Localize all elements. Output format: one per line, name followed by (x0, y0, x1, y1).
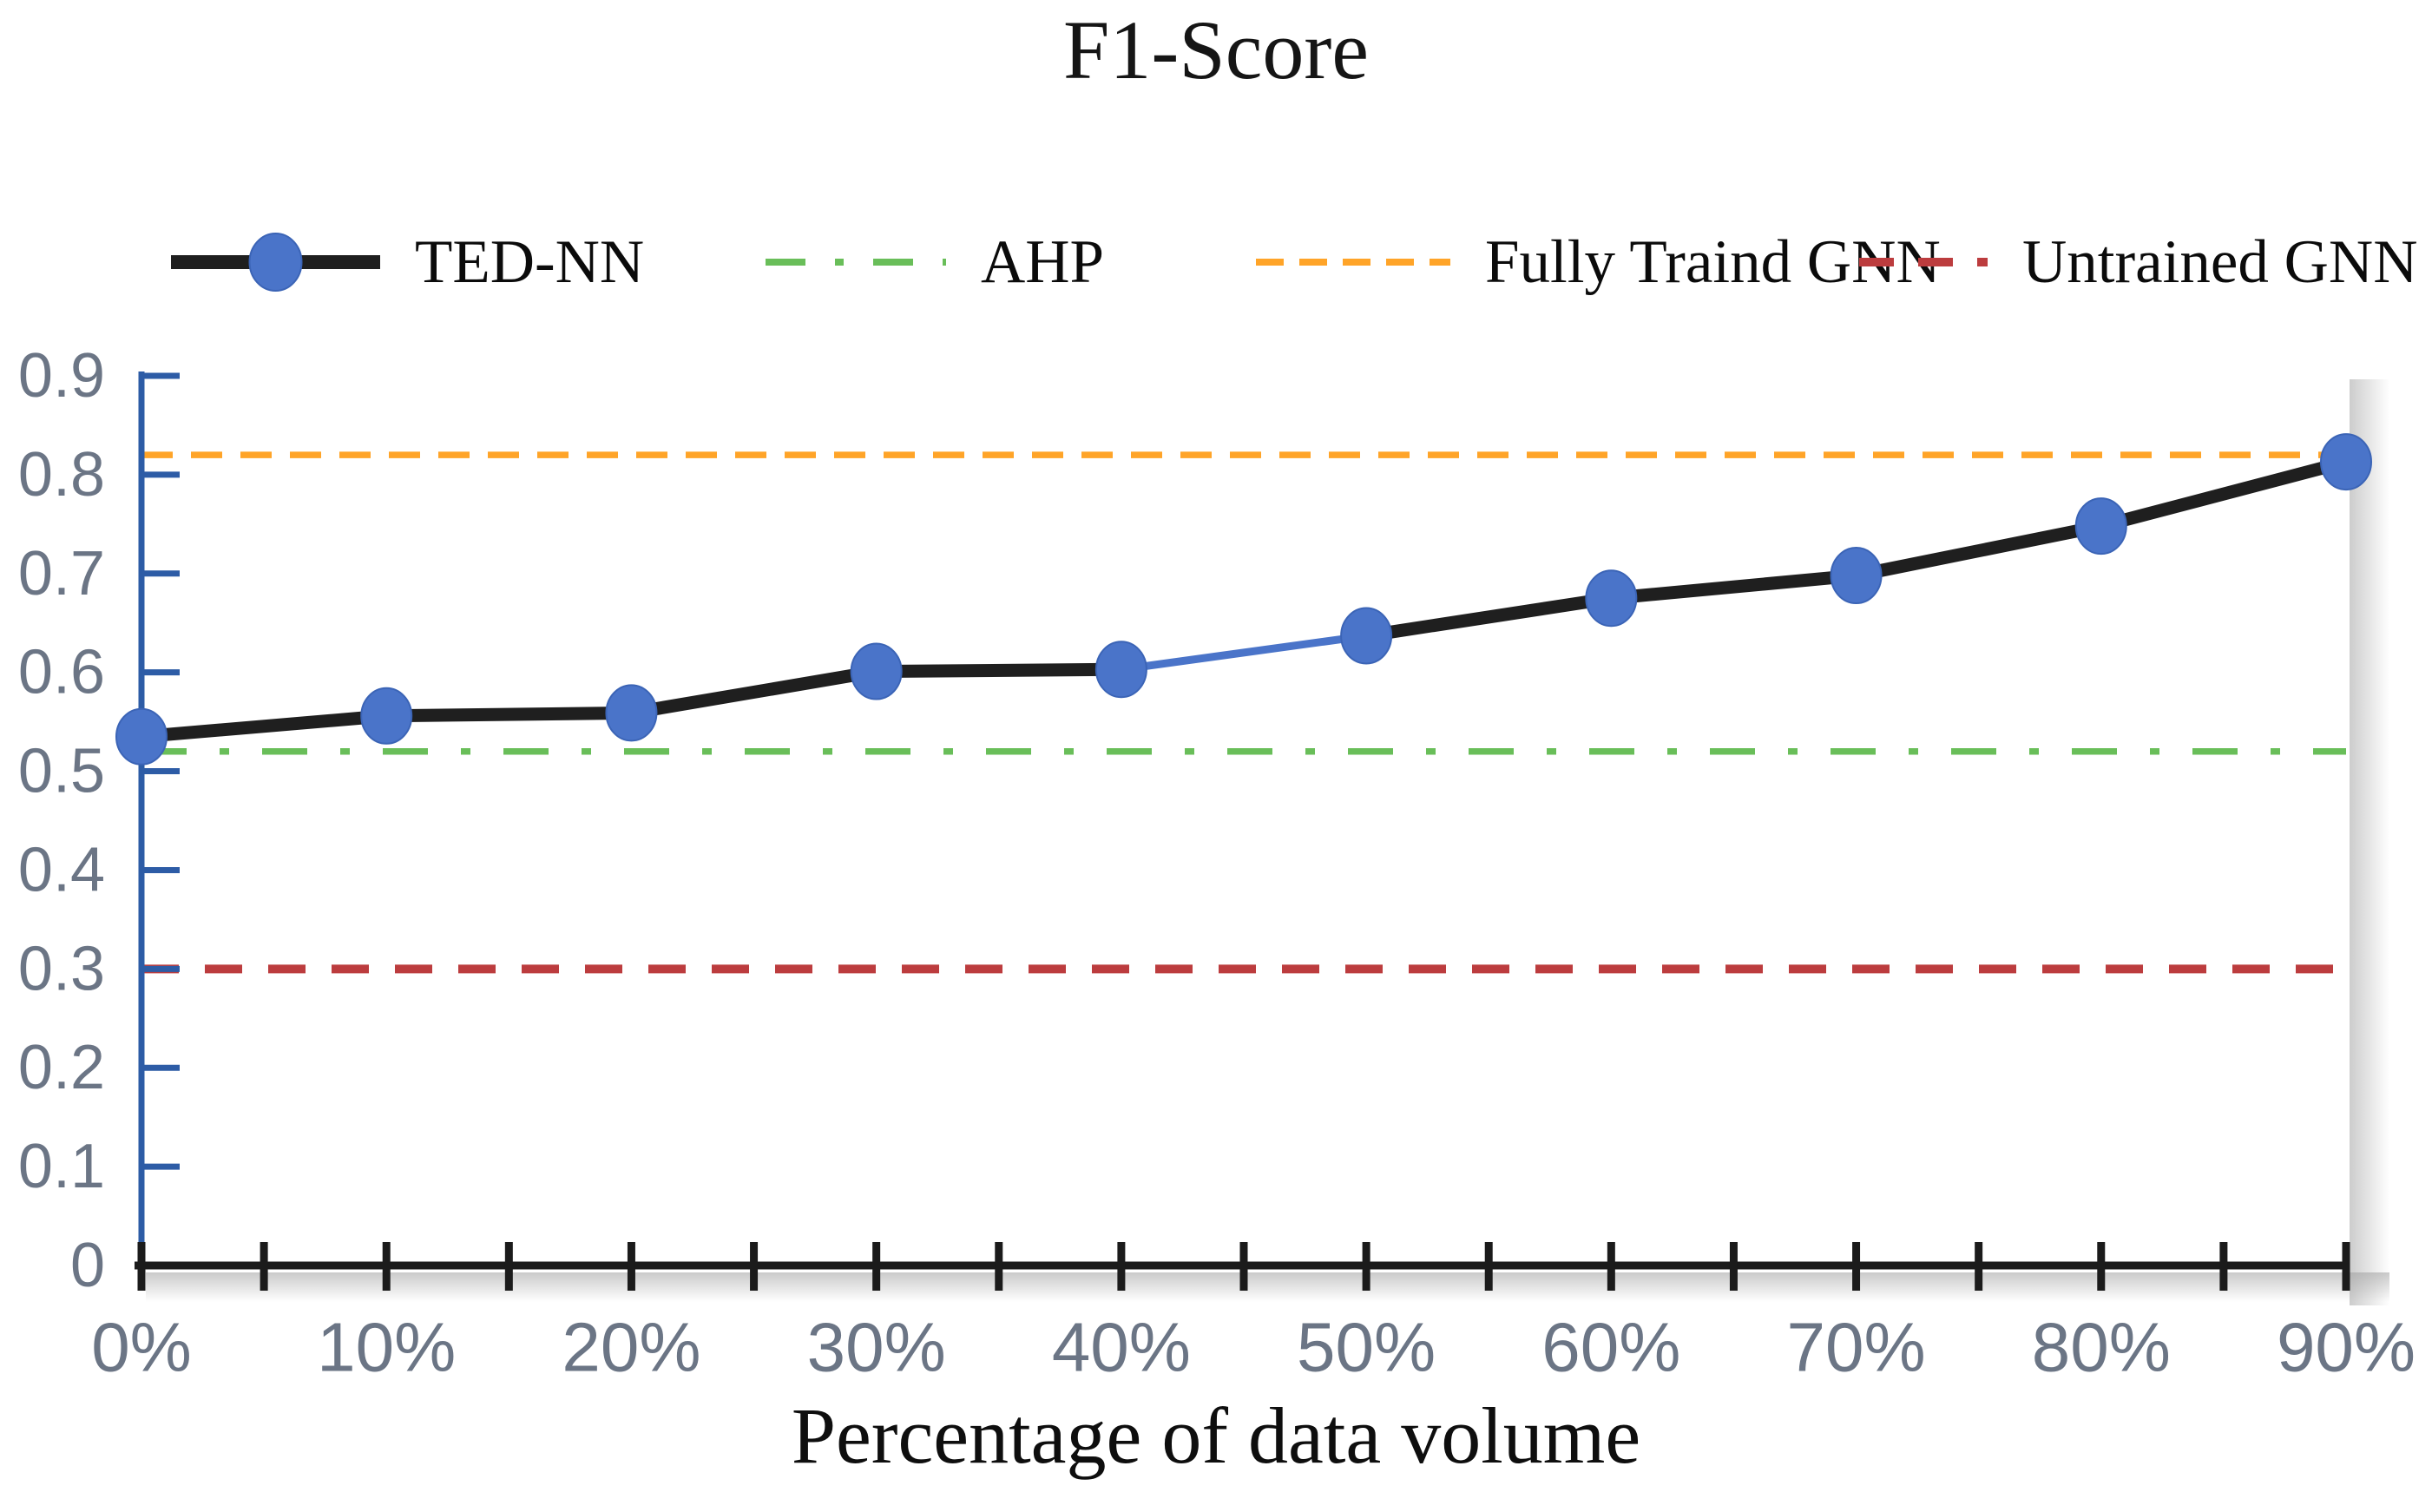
legend-label-ted-nn: TED-NN (415, 227, 645, 296)
x-tick-label-90%: 90% (2277, 1309, 2416, 1386)
legend-swatch-fully-traind-gnn (1256, 259, 1450, 266)
y-tick-label-0.2: 0.2 (18, 1033, 105, 1102)
legend-item-ahp: AHP (764, 219, 1104, 306)
marker-90% (2320, 433, 2372, 491)
legend-label-untrained-gnn: Untrained GNN (2022, 227, 2418, 296)
y-tick-label-0: 0 (70, 1231, 105, 1300)
marker-80% (2074, 497, 2127, 555)
legend-swatch-ted-nn (171, 233, 380, 292)
x-axis-title: Percentage of data volume (791, 1391, 1641, 1480)
marker-30% (850, 642, 903, 700)
x-tick-label-50%: 50% (1297, 1309, 1436, 1386)
y-tick-label-0.3: 0.3 (18, 934, 105, 1003)
marker-60% (1585, 569, 1638, 628)
legend-swatch-ahp (766, 259, 946, 266)
x-tick-label-70%: 70% (1786, 1309, 1925, 1386)
y-tick-label-0.1: 0.1 (18, 1132, 105, 1201)
legend-item-ted-nn: TED-NN (169, 219, 644, 306)
marker-50% (1340, 607, 1393, 665)
legend-marker-dot (248, 233, 303, 292)
marker-70% (1830, 547, 1883, 605)
legend-item-untrained-gnn: Untrained GNN (1857, 219, 2417, 306)
legend-label-ahp: AHP (981, 227, 1105, 296)
y-tick-label-0.4: 0.4 (18, 835, 105, 904)
series-ted-nn-highlight-segment (1121, 632, 1367, 674)
x-axis-shadow (146, 1272, 2389, 1302)
x-tick-label-80%: 80% (2032, 1309, 2171, 1386)
y-tick-label-0.7: 0.7 (18, 539, 105, 608)
plot-right-edge-shadow (2350, 379, 2389, 1305)
x-tick-label-40%: 40% (1052, 1309, 1191, 1386)
x-tick-label-10%: 10% (317, 1309, 456, 1386)
marker-40% (1094, 641, 1147, 699)
chart-title: F1-Score (1063, 3, 1369, 96)
y-tick-label-0.8: 0.8 (18, 440, 105, 509)
legend-swatch-untrained-gnn (1859, 258, 1988, 266)
x-tick-label-30%: 30% (807, 1309, 946, 1386)
marker-0% (115, 707, 168, 766)
y-tick-label-0.6: 0.6 (18, 638, 105, 707)
y-tick-label-0.9: 0.9 (18, 341, 105, 411)
marker-20% (605, 684, 658, 742)
marker-10% (360, 687, 413, 745)
y-tick-label-0.5: 0.5 (18, 737, 105, 806)
x-tick-label-60%: 60% (1541, 1309, 1680, 1386)
x-tick-label-20%: 20% (562, 1309, 700, 1386)
x-tick-label-0%: 0% (91, 1309, 192, 1386)
